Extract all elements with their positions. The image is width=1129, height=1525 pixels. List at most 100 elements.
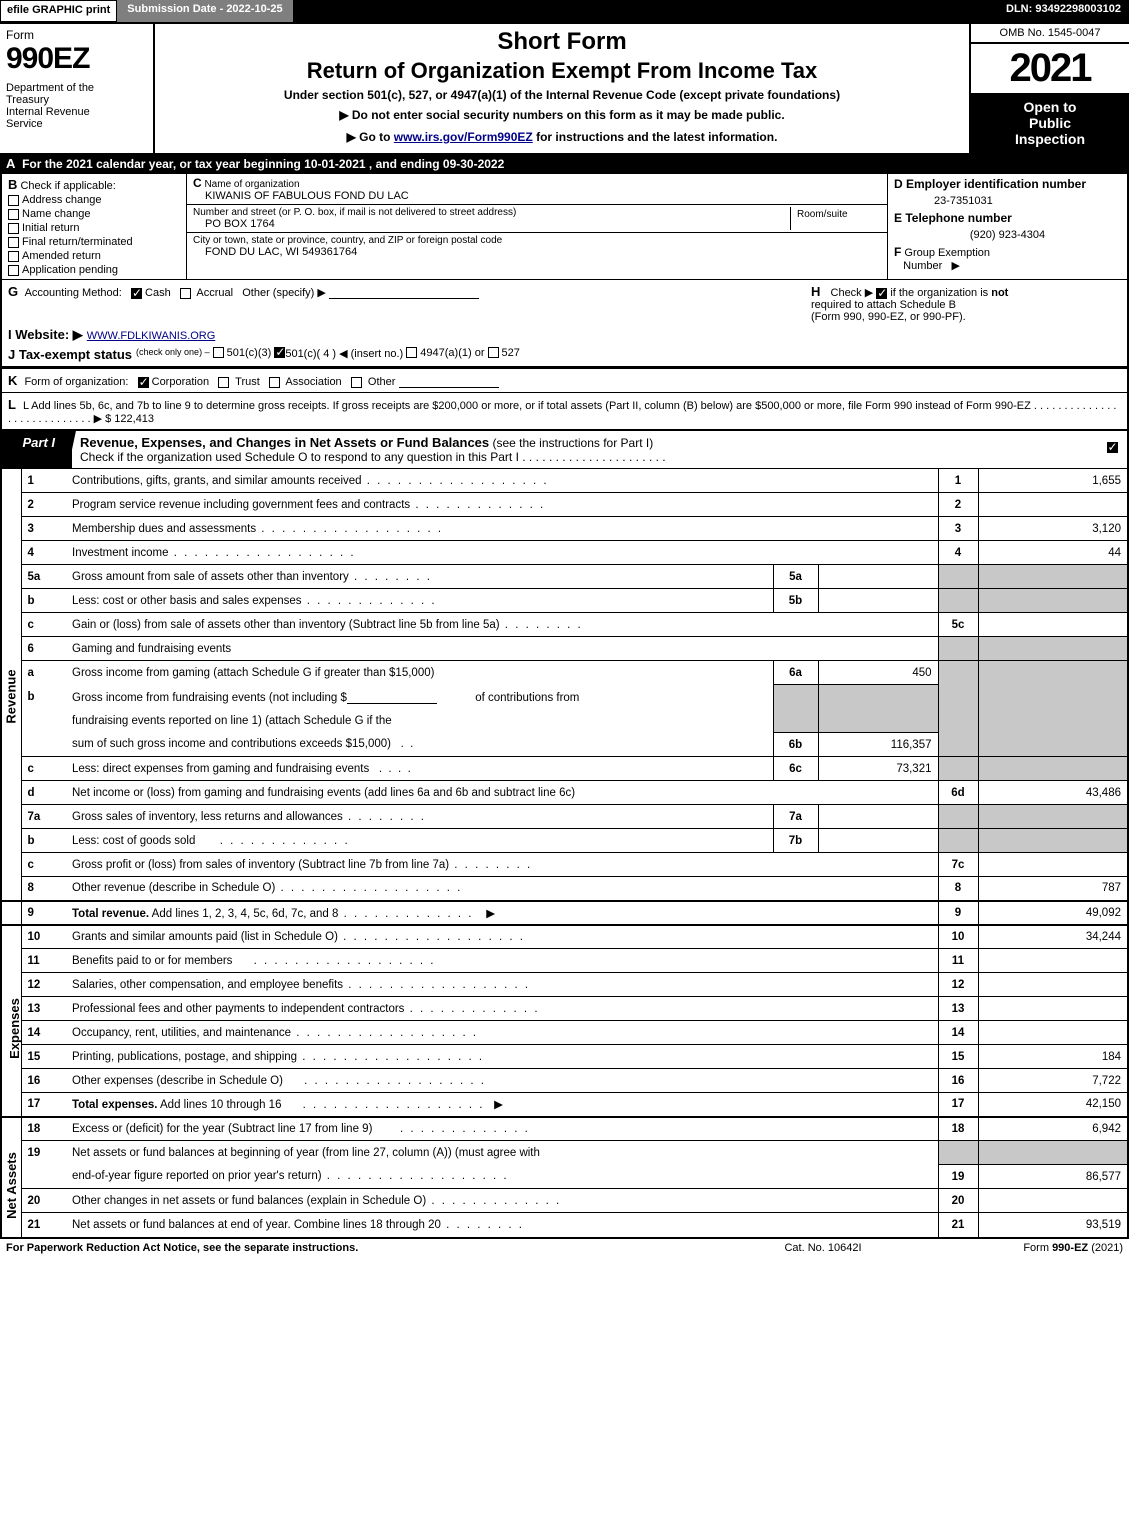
line-14: 14Occupancy, rent, utilities, and mainte…: [1, 1021, 1128, 1045]
line-5a: 5aGross amount from sale of assets other…: [1, 565, 1128, 589]
line-20: 20Other changes in net assets or fund ba…: [1, 1189, 1128, 1213]
chk-association[interactable]: [269, 377, 280, 388]
chk-corporation[interactable]: [138, 377, 149, 388]
form-title: Short Form: [165, 28, 959, 56]
section-l: L L Add lines 5b, 6c, and 7b to line 9 t…: [0, 392, 1129, 431]
line-5c: cGain or (loss) from sale of assets othe…: [1, 613, 1128, 637]
form-header: Form 990EZ Department of theTreasuryInte…: [0, 22, 1129, 153]
org-name: KIWANIS OF FABULOUS FOND DU LAC: [193, 190, 881, 202]
line-19-1: 19Net assets or fund balances at beginni…: [1, 1141, 1128, 1165]
form-word: Form: [6, 28, 147, 42]
irs-link[interactable]: www.irs.gov/Form990EZ: [394, 130, 533, 144]
chk-final-return[interactable]: Final return/terminated: [8, 236, 180, 248]
efile-print-label[interactable]: efile GRAPHIC print: [0, 0, 117, 22]
expenses-side-label: Expenses: [7, 998, 22, 1059]
dln-label: DLN: 93492298003102: [998, 0, 1129, 22]
header-right: OMB No. 1545-0047 2021 Open toPublicInsp…: [969, 24, 1129, 153]
form-number: 990EZ: [6, 42, 147, 76]
line-6b-value: 116,357: [818, 733, 938, 757]
line-17-amount: 42,150: [978, 1093, 1128, 1117]
part-1-table: Revenue 1 Contributions, gifts, grants, …: [0, 468, 1129, 1237]
department-label: Department of theTreasuryInternal Revenu…: [6, 82, 147, 130]
header-left: Form 990EZ Department of theTreasuryInte…: [0, 24, 155, 153]
line-6a-value: 450: [818, 661, 938, 685]
section-def: D Employer identification number 23-7351…: [887, 174, 1127, 279]
omb-number: OMB No. 1545-0047: [971, 24, 1129, 44]
chk-cash[interactable]: [131, 288, 142, 299]
line-1-amount: 1,655: [978, 469, 1128, 493]
chk-501c[interactable]: [274, 347, 285, 358]
chk-address-change[interactable]: Address change: [8, 194, 180, 206]
line-21: 21Net assets or fund balances at end of …: [1, 1213, 1128, 1237]
line-5b: bLess: cost or other basis and sales exp…: [1, 589, 1128, 613]
checkbox-icon: [8, 195, 19, 206]
checkbox-icon: [8, 209, 19, 220]
page-footer: For Paperwork Reduction Act Notice, see …: [0, 1237, 1129, 1257]
line-19-2: end-of-year figure reported on prior yea…: [1, 1165, 1128, 1189]
chk-trust[interactable]: [218, 377, 229, 388]
phone-label: E Telephone number: [894, 211, 1012, 225]
revenue-side-label: Revenue: [4, 669, 19, 723]
chk-501c3[interactable]: [213, 347, 224, 358]
line-6b-1: bGross income from fundraising events (n…: [1, 685, 1128, 709]
line-3-amount: 3,120: [978, 517, 1128, 541]
goto-instructions: ▶ Go to www.irs.gov/Form990EZ for instru…: [165, 130, 959, 144]
line-13: 13Professional fees and other payments t…: [1, 997, 1128, 1021]
chk-initial-return[interactable]: Initial return: [8, 222, 180, 234]
line-10-amount: 34,244: [978, 925, 1128, 949]
line-2: 2Program service revenue including gover…: [1, 493, 1128, 517]
line-6c: cLess: direct expenses from gaming and f…: [1, 757, 1128, 781]
line-a-tax-year: A A For the 2021 calendar year, or tax y…: [0, 153, 1129, 174]
form-reference: Form 990-EZ (2021): [923, 1242, 1123, 1254]
line-11: 11Benefits paid to or for members 11: [1, 949, 1128, 973]
checkbox-icon: [8, 251, 19, 262]
line-9: 9Total revenue. Add lines 1, 2, 3, 4, 5c…: [1, 901, 1128, 925]
form-subtitle: Return of Organization Exempt From Incom…: [165, 58, 959, 84]
chk-schedule-b[interactable]: [876, 288, 887, 299]
line-6d-amount: 43,486: [978, 781, 1128, 805]
ein-value: 23-7351031: [894, 195, 1121, 207]
chk-accrual[interactable]: [180, 288, 191, 299]
section-ghij: G Accounting Method: Cash Accrual Other …: [0, 279, 1129, 368]
header-center: Short Form Return of Organization Exempt…: [155, 24, 969, 153]
website-link[interactable]: WWW.FDLKIWANIS.ORG: [87, 330, 216, 342]
chk-other-org[interactable]: [351, 377, 362, 388]
chk-527[interactable]: [488, 347, 499, 358]
line-6d: dNet income or (loss) from gaming and fu…: [1, 781, 1128, 805]
submission-date: Submission Date - 2022-10-25: [117, 0, 294, 22]
chk-schedule-o[interactable]: [1107, 442, 1118, 453]
section-g: G Accounting Method: Cash Accrual Other …: [8, 284, 801, 299]
catalog-number: Cat. No. 10642I: [723, 1242, 923, 1254]
line-6c-value: 73,321: [818, 757, 938, 781]
line-3: 3Membership dues and assessments 33,120: [1, 517, 1128, 541]
paperwork-notice: For Paperwork Reduction Act Notice, see …: [6, 1242, 723, 1254]
section-h: H Check ▶ if the organization is not req…: [801, 284, 1121, 323]
line-6b-2: fundraising events reported on line 1) (…: [1, 709, 1128, 733]
line-18: Net Assets 18Excess or (deficit) for the…: [1, 1117, 1128, 1141]
chk-application-pending[interactable]: Application pending: [8, 264, 180, 276]
section-b: B Check if applicable: Address change Na…: [2, 174, 187, 279]
part-1-check-line: Check if the organization used Schedule …: [80, 450, 666, 464]
line-17: 17Total expenses. Add lines 10 through 1…: [1, 1093, 1128, 1117]
chk-4947[interactable]: [406, 347, 417, 358]
line-15-amount: 184: [978, 1045, 1128, 1069]
line-18-amount: 6,942: [978, 1117, 1128, 1141]
line-4-amount: 44: [978, 541, 1128, 565]
checkbox-icon: [8, 237, 19, 248]
line-21-amount: 93,519: [978, 1213, 1128, 1237]
section-i: I Website: ▶WWW.FDLKIWANIS.ORG: [2, 327, 1127, 347]
form-under-section: Under section 501(c), 527, or 4947(a)(1)…: [165, 88, 959, 102]
line-9-amount: 49,092: [978, 901, 1128, 925]
line-6a: aGross income from gaming (attach Schedu…: [1, 661, 1128, 685]
phone-value: (920) 923-4304: [894, 229, 1121, 241]
line-1: Revenue 1 Contributions, gifts, grants, …: [1, 469, 1128, 493]
chk-name-change[interactable]: Name change: [8, 208, 180, 220]
chk-amended-return[interactable]: Amended return: [8, 250, 180, 262]
ssn-warning: ▶ Do not enter social security numbers o…: [165, 108, 959, 122]
room-suite: Room/suite: [791, 207, 881, 230]
section-k: K Form of organization: Corporation Trus…: [0, 368, 1129, 392]
line-4: 4Investment income 444: [1, 541, 1128, 565]
line-16-amount: 7,722: [978, 1069, 1128, 1093]
tax-year: 2021: [971, 44, 1129, 93]
line-7a: 7aGross sales of inventory, less returns…: [1, 805, 1128, 829]
